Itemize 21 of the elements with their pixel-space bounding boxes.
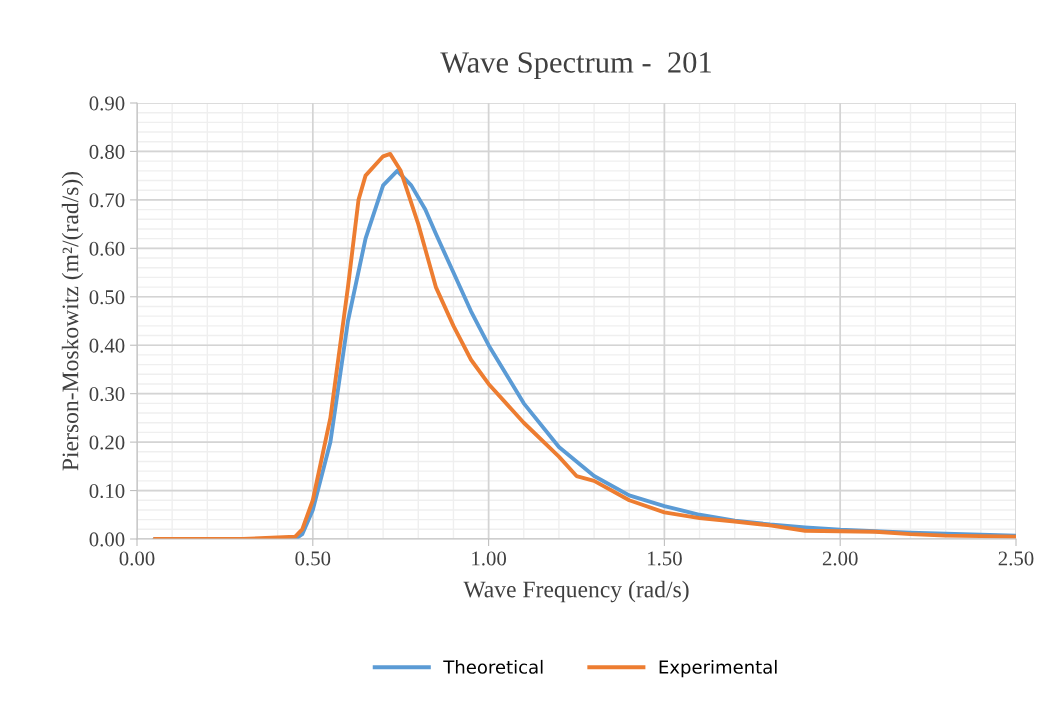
x-tick-label: 2.50 <box>998 551 1034 566</box>
x-tick-label: 0.00 <box>119 551 155 566</box>
y-tick-label: 0.50 <box>89 290 125 305</box>
x-tick-label: 0.50 <box>295 551 331 566</box>
y-tick-label: 0.40 <box>89 338 125 353</box>
y-tick-label: 0.30 <box>89 387 125 402</box>
legend-label: Experimental <box>659 659 777 678</box>
y-tick-label: 0.80 <box>89 144 125 159</box>
x-axis-title: Wave Frequency (rad/s) <box>463 580 689 603</box>
x-tick-label: 2.00 <box>822 551 858 566</box>
x-tick-label: 1.50 <box>648 551 682 566</box>
x-tick-label: 1.00 <box>472 551 507 566</box>
legend-label: Theoretical <box>443 659 543 674</box>
y-tick-label: 0.00 <box>89 532 125 547</box>
y-axis-title: Pierson-Moskowitz (m²/(rad/s)) <box>61 171 84 471</box>
y-tick-label: 0.90 <box>89 96 125 111</box>
y-tick-label: 0.10 <box>89 483 125 499</box>
chart-title: Wave Spectrum - 201 <box>440 52 711 79</box>
y-tick-label: 0.20 <box>89 435 125 450</box>
y-tick-label: 0.60 <box>89 241 125 256</box>
y-tick-label: 0.70 <box>89 193 125 208</box>
